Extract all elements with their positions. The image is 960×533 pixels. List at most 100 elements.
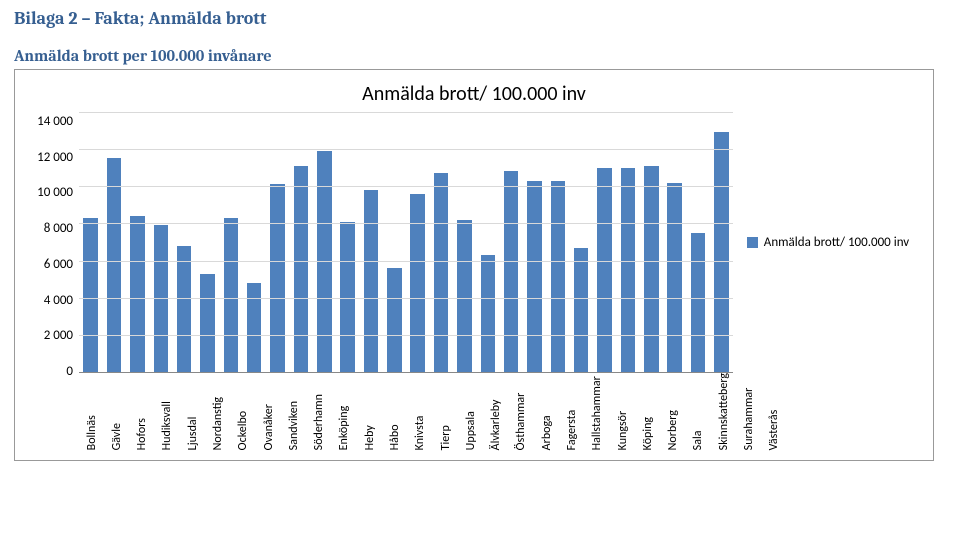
x-label: Arboga [540,373,554,454]
x-label-slot: Älvkarleby [484,373,509,454]
bar [177,246,191,372]
bar [527,181,541,372]
bar-slot [640,112,663,372]
bar [714,132,728,372]
bar [130,216,144,372]
x-label: Surahammar [742,373,756,454]
x-label: Köping [641,373,655,454]
x-label: Ockelbo [236,373,250,454]
x-label: Sandviken [287,373,301,454]
x-label-slot: Bollnäs [79,373,104,454]
x-label: Ljusdal [186,373,200,454]
bar [200,274,214,372]
chart-title: Anmälda brott/ 100.000 inv [25,82,923,106]
x-label: Sala [691,373,705,454]
y-tick: 8 000 [25,224,73,234]
bar-slot [149,112,172,372]
x-label-slot: Hudiksvall [155,373,180,454]
gridline [79,298,733,299]
legend-label: Anmälda brott/ 100.000 inv [764,235,909,250]
x-label-slot: Arboga [534,373,559,454]
x-label-slot: Surahammar [736,373,761,454]
y-tick: 4 000 [25,296,73,306]
x-label: Söderhamn [312,373,326,454]
x-label: Enköping [337,373,351,454]
x-label-slot: Enköping [332,373,357,454]
bar-slot [406,112,429,372]
x-label: Östhammar [514,373,528,454]
x-label-slot: Skinnskatteberg [711,373,736,454]
page-title: Bilaga 2 – Fakta; Anmälda brott [14,8,946,29]
bar-slot [523,112,546,372]
bar [667,183,681,372]
bar [691,233,705,372]
x-label-slot: Östhammar [509,373,534,454]
bar-slot [429,112,452,372]
x-label: Skinnskatteberg [717,373,731,454]
x-label-slot: Heby [357,373,382,454]
plot-area [79,112,733,373]
bar-slot [616,112,639,372]
x-label: Nordanstig [211,373,225,454]
bar-slot [476,112,499,372]
x-label: Gävle [110,373,124,454]
x-label: Tierp [439,373,453,454]
bar [364,190,378,372]
bar-slot [593,112,616,372]
x-label-slot: Kungsör [610,373,635,454]
legend: Anmälda brott/ 100.000 inv [733,112,923,372]
x-label: Bollnäs [85,373,99,454]
y-tick: 14 000 [25,117,73,127]
x-label-slot: Hallstahammar [585,373,610,454]
x-label: Hudiksvall [160,373,174,454]
y-tick: 2 000 [25,331,73,341]
x-label: Västerås [767,373,781,454]
gridline [79,112,733,113]
bar-slot [79,112,102,372]
y-tick: 0 [25,367,73,377]
x-label: Fagersta [565,373,579,454]
bar-slot [499,112,522,372]
x-label: Ovanåker [262,373,276,454]
bar-slot [686,112,709,372]
bar [504,171,518,372]
page-subtitle: Anmälda brott per 100.000 invånare [14,47,946,65]
bar-slot [546,112,569,372]
bar [644,166,658,372]
bar-slot [126,112,149,372]
x-label-slot: Söderhamn [307,373,332,454]
x-label-slot: Håbo [382,373,407,454]
gridline [79,335,733,336]
bar [434,173,448,372]
x-label-slot: Gävle [104,373,129,454]
bar [107,158,121,372]
y-tick: 12 000 [25,153,73,163]
x-label-slot: Köping [635,373,660,454]
bar [597,168,611,372]
x-label-slot: Västerås [762,373,787,454]
bar [270,184,284,372]
bar [551,181,565,372]
x-label-slot: Ockelbo [231,373,256,454]
x-label-slot: Sandviken [281,373,306,454]
bar-slot [266,112,289,372]
x-label: Uppsala [464,373,478,454]
bar [410,194,424,372]
x-label: Hofors [135,373,149,454]
x-label-slot: Knivsta [408,373,433,454]
y-tick: 6 000 [25,260,73,270]
bar-slot [219,112,242,372]
x-label: Håbo [388,373,402,454]
y-axis: 14 00012 00010 0008 0006 0004 0002 0000 [25,112,79,372]
gridline [79,223,733,224]
legend-swatch [747,237,758,248]
bar [574,248,588,372]
bar [457,220,471,372]
x-label: Kungsör [616,373,630,454]
gridline [79,261,733,262]
chart-container: Anmälda brott/ 100.000 inv 14 00012 0001… [14,69,934,461]
bar [247,283,261,372]
bar-slot [243,112,266,372]
x-label: Heby [363,373,377,454]
x-label-slot: Sala [686,373,711,454]
